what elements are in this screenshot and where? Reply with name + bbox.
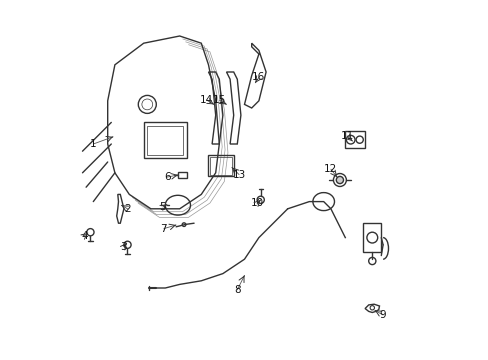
Text: 5: 5 bbox=[159, 202, 166, 212]
Text: 14: 14 bbox=[200, 95, 213, 105]
Text: 8: 8 bbox=[234, 285, 240, 295]
Text: 1: 1 bbox=[90, 139, 97, 149]
Text: 3: 3 bbox=[121, 242, 127, 252]
Bar bbox=[363, 223, 381, 252]
Circle shape bbox=[336, 176, 343, 184]
Text: 10: 10 bbox=[250, 198, 263, 208]
Text: 12: 12 bbox=[324, 164, 337, 174]
Bar bbox=[210, 157, 231, 175]
Text: 4: 4 bbox=[81, 231, 87, 241]
Text: 6: 6 bbox=[163, 172, 170, 182]
Bar bbox=[143, 122, 186, 158]
Bar bbox=[147, 126, 183, 155]
Bar bbox=[208, 155, 233, 176]
Text: 11: 11 bbox=[340, 131, 353, 141]
Text: 7: 7 bbox=[160, 224, 167, 234]
Text: 13: 13 bbox=[232, 170, 245, 180]
Bar bbox=[178, 172, 186, 178]
Bar bbox=[345, 131, 365, 148]
Text: 2: 2 bbox=[124, 204, 131, 214]
Text: 9: 9 bbox=[379, 310, 386, 320]
Text: 15: 15 bbox=[212, 95, 225, 105]
Text: 16: 16 bbox=[252, 72, 265, 82]
